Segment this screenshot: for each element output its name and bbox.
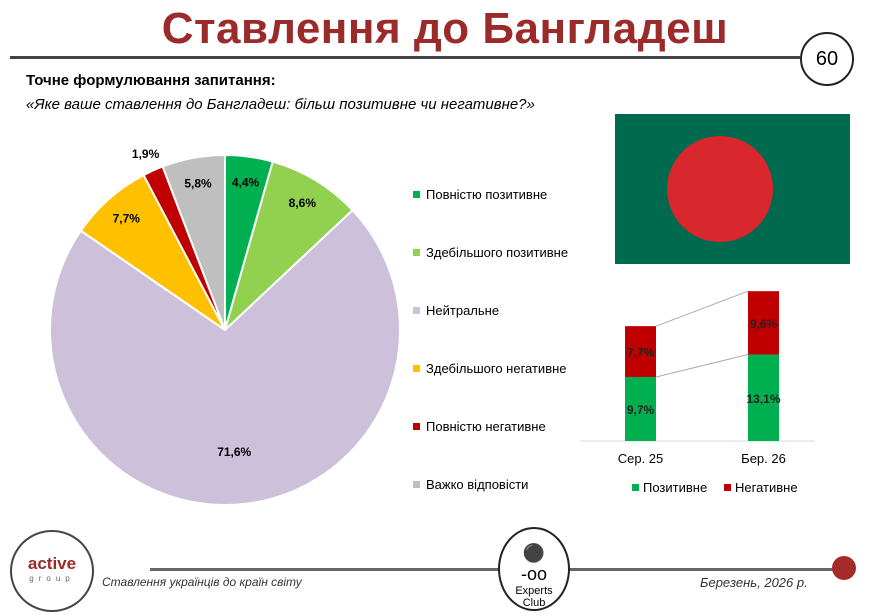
pie-data-label: 7,7% [113,212,141,226]
legend-label: Здебільшого позитивне [426,245,569,260]
footer-date: Березень, 2026 р. [700,575,808,590]
legend-label: Повністю негативне [426,419,546,434]
legend-item: Нейтральне [413,303,499,318]
logo-sub-text: group [29,574,75,583]
pie-data-label: 8,6% [289,196,317,210]
pie-data-label: 1,9% [132,147,160,161]
decorative-dot [832,556,856,580]
legend-swatch [413,191,420,198]
glasses-icon: ⚫ -oo [520,543,547,584]
bar-segment [748,291,779,355]
legend-swatch [413,249,420,256]
bar-data-label: 9,7% [627,403,655,417]
pie-data-label: 4,4% [232,176,260,190]
legend-item: Повністю негативне [413,419,546,434]
legend-swatch [413,307,420,314]
page-number: 60 [800,32,854,86]
pie-data-label: 5,8% [184,177,212,191]
header-divider [10,56,800,59]
page-title: Ставлення до Бангладеш [161,4,729,53]
legend-swatch [632,484,639,491]
x-tick-label: Бер. 26 [741,451,786,466]
legend-label: Здебільшого негативне [426,361,567,376]
pie-slice [49,208,401,506]
pie-chart: 4,4% 8,6% 71,6% 7,7% 1,9% 5,8% [49,147,401,506]
legend-label: Негативне [735,480,798,495]
legend-swatch [413,423,420,430]
legend-swatch [413,365,420,372]
legend-swatch [413,481,420,488]
legend-label: Важко відповісти [426,477,529,492]
bar-segment [748,354,779,441]
question-text: «Яке ваше ставлення до Бангладеш: більш … [26,96,535,113]
legend-label: Повністю позитивне [426,187,548,202]
bar-data-label: 7,7% [627,346,655,360]
series-connector [655,354,749,378]
pie-slice [161,153,226,331]
bar-data-label: 13,1% [746,392,780,406]
footer-divider [150,568,840,571]
legend-swatch [724,484,731,491]
stacked-bar-chart: 9,7% 7,7% Сер. 25 13,1% 9,6% Бер. 26 Позитивне… [580,290,815,495]
footer-subtitle: Ставлення українців до країн світу [102,575,302,589]
legend-item: Здебільшого позитивне [413,245,568,260]
legend-label: Позитивне [643,480,707,495]
bar-segment [625,376,656,441]
legend-item: Повністю позитивне [413,187,547,202]
flag-red-disc [667,136,773,242]
logo-line2: Club [522,597,546,609]
legend-item: Здебільшого негативне [413,361,567,376]
logo-line1: Experts [515,585,553,597]
experts-club-logo: ⚫ -oo Experts Club [498,527,570,611]
pie-slice [223,160,354,334]
bar-data-label: 9,6% [750,317,778,331]
bar-segment [625,326,656,377]
active-group-logo: active group [10,530,94,612]
legend-label: Нейтральне [426,303,500,318]
bangladesh-flag [615,114,850,264]
x-tick-label: Сер. 25 [618,451,664,466]
legend-item: Важко відповісти [413,477,528,492]
pie-data-label: 71,6% [217,445,251,459]
series-connector [655,290,749,327]
logo-main-text: active [27,554,77,573]
question-label: Точне формулювання запитання: [26,72,276,89]
